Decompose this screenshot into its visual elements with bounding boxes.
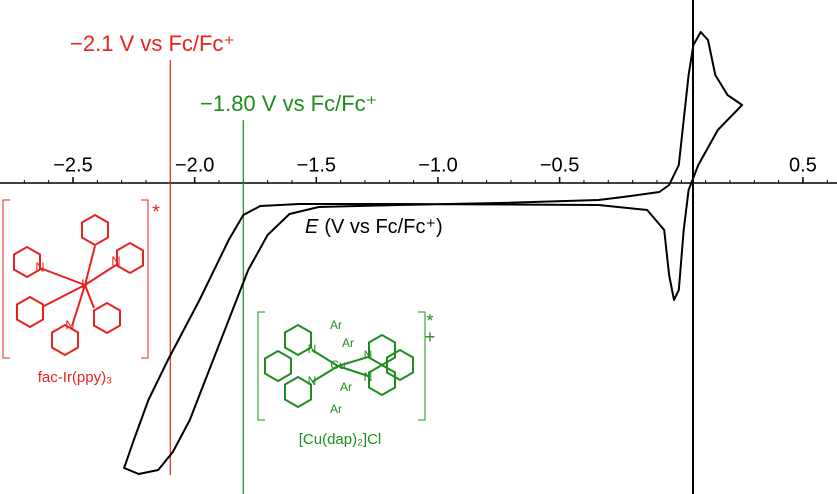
bond [43, 284, 86, 307]
ring [93, 301, 121, 335]
structure-name: [Cu(dap)₂]Cl [299, 431, 382, 448]
x-tick-label: −0.5 [540, 154, 579, 176]
bond [84, 264, 117, 286]
ring [81, 213, 109, 247]
bracket [418, 311, 426, 421]
atom-label: Ar [342, 336, 354, 350]
atom-label: Cu [330, 358, 345, 372]
x-tick-label: −1.5 [297, 154, 336, 176]
x-tick-label: 0.5 [789, 154, 817, 176]
x-axis-label: E (V vs Fc/Fc⁺) [305, 216, 443, 238]
bond [311, 349, 339, 367]
potential-label: −2.1 V vs Fc/Fc⁺ [70, 31, 235, 56]
x-axis-symbol: E [305, 216, 319, 238]
atom-label: Ar [330, 318, 342, 332]
atom-label: + [425, 327, 436, 347]
atom-label: Ar [330, 402, 342, 416]
atom-label: N [364, 348, 373, 362]
bond [311, 365, 339, 383]
bracket [141, 199, 149, 359]
x-tick-label: −2.5 [53, 154, 92, 176]
bracket [2, 199, 10, 359]
bracket [257, 311, 265, 421]
ring [264, 349, 292, 383]
atom-label: N [111, 253, 120, 268]
ring [51, 323, 79, 357]
bond [337, 356, 369, 367]
x-tick-label: −2.0 [175, 154, 214, 176]
potential-label: −1.80 V vs Fc/Fc⁺ [200, 91, 377, 116]
atom-label: * [426, 311, 433, 331]
structure-name: fac-Ir(ppy)₃ [38, 369, 112, 386]
ring [13, 245, 41, 279]
ring [284, 375, 312, 409]
atom-label: N [308, 342, 317, 356]
ring [386, 348, 414, 382]
atom-label: * [152, 201, 160, 223]
ring [116, 241, 144, 275]
x-axis-unit: (V vs Fc/Fc⁺) [324, 216, 442, 238]
atom-label: N [35, 259, 44, 274]
bond [71, 284, 86, 327]
atom-label: N [364, 370, 373, 384]
ring [16, 295, 44, 329]
atom-label: Ir [81, 276, 90, 291]
atom-label: N [308, 374, 317, 388]
atom-label: N [65, 317, 74, 332]
ring [368, 363, 396, 397]
ring [368, 333, 396, 367]
x-tick-label: −1.0 [418, 154, 457, 176]
bond [84, 284, 95, 309]
cv-trace [123, 31, 744, 475]
bond [337, 365, 369, 377]
ring [284, 323, 312, 357]
atom-label: Ar [340, 380, 352, 394]
bond [39, 267, 86, 286]
bond [84, 245, 96, 286]
